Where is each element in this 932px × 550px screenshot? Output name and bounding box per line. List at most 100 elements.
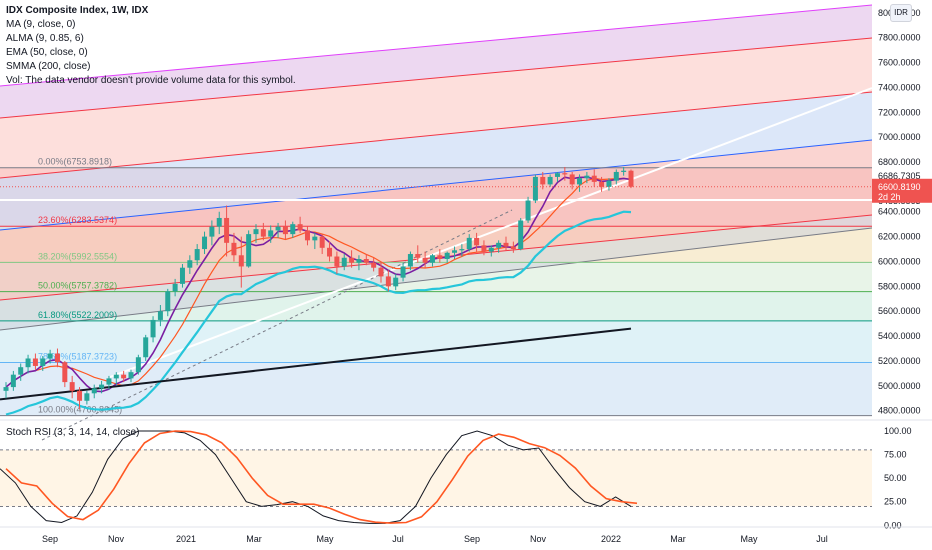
candle-body	[106, 378, 112, 385]
candle-body	[510, 246, 516, 250]
candle-body	[84, 393, 90, 401]
time-tick: May	[316, 534, 334, 544]
candle-body	[437, 255, 443, 260]
price-tick: 7200.0000	[878, 107, 921, 117]
time-tick: Nov	[530, 534, 547, 544]
currency-badge[interactable]: IDR	[890, 4, 912, 22]
time-tick: Mar	[670, 534, 686, 544]
fan-line	[0, 37, 873, 119]
candle-body	[496, 242, 502, 248]
main-legend: IDX Composite Index, 1W, IDX MA (9, clos…	[6, 4, 296, 88]
legend-ema[interactable]: EMA (50, close, 0)	[6, 47, 88, 58]
candle-body	[260, 229, 266, 237]
fib-label: 100.00%(4760.8645)	[38, 405, 122, 415]
candle-body	[312, 236, 318, 241]
candle-body	[525, 200, 531, 221]
time-tick: Nov	[108, 534, 125, 544]
candle-body	[268, 230, 274, 237]
candle-body	[341, 257, 347, 267]
time-tick: Sep	[42, 534, 58, 544]
candle-body	[231, 242, 237, 256]
candle-body	[444, 252, 450, 260]
candle-body	[422, 257, 428, 263]
price-tick: 6800.0000	[878, 157, 921, 167]
candle-body	[187, 260, 193, 268]
candle-body	[503, 242, 509, 247]
white-trendline	[109, 87, 873, 378]
candle-body	[393, 277, 399, 287]
price-tick: 7600.0000	[878, 58, 921, 68]
legend-ma[interactable]: MA (9, close, 0)	[6, 19, 76, 30]
stoch-band	[0, 449, 872, 507]
candle-body	[378, 267, 384, 277]
price-tick: 5400.0000	[878, 331, 921, 341]
candle-body	[459, 249, 465, 251]
candle-body	[407, 254, 413, 267]
candle-body	[172, 283, 178, 292]
time-tick: 2022	[601, 534, 621, 544]
candle-body	[319, 236, 325, 248]
time-tick: Sep	[464, 534, 480, 544]
countdown: 2d 2h	[878, 192, 901, 202]
candle-body	[157, 311, 163, 320]
price-axis-bg	[872, 0, 932, 550]
price-tick: 5000.0000	[878, 381, 921, 391]
smma-line	[0, 327, 632, 401]
candle-body	[128, 372, 134, 379]
fan-line	[0, 227, 873, 331]
candle-body	[518, 220, 524, 250]
candle-body	[209, 226, 215, 237]
symbol-title[interactable]: IDX Composite Index, 1W, IDX	[6, 5, 149, 16]
candle-body	[194, 249, 200, 261]
fib-label: 0.00%(6753.8918)	[38, 157, 112, 167]
candle-body	[621, 170, 627, 172]
price-tick: 7000.0000	[878, 132, 921, 142]
fan-band	[0, 92, 872, 230]
candle-body	[371, 262, 377, 268]
candle-body	[304, 230, 310, 241]
candle-body	[25, 358, 31, 368]
legend-smma[interactable]: SMMA (200, close)	[6, 61, 91, 72]
fan-band	[0, 38, 872, 178]
candle-body	[562, 173, 568, 175]
time-tick: 2021	[176, 534, 196, 544]
candle-body	[356, 259, 362, 263]
time-tick: Mar	[246, 534, 262, 544]
candle-body	[224, 217, 230, 243]
candle-body	[282, 226, 288, 235]
candle-body	[121, 374, 127, 379]
candle-body	[135, 357, 141, 373]
candle-body	[91, 388, 97, 394]
fan-band	[0, 140, 872, 300]
candle-body	[628, 170, 634, 187]
candle-body	[113, 374, 119, 379]
price-tick: 5800.0000	[878, 281, 921, 291]
price-tick: 7800.0000	[878, 33, 921, 43]
alma-line	[5, 176, 632, 393]
candle-body	[216, 217, 222, 227]
candle-body	[466, 237, 472, 250]
time-tick: May	[740, 534, 758, 544]
candle-body	[334, 256, 340, 267]
stoch-tick: 75.00	[884, 450, 907, 460]
candle-body	[606, 180, 612, 187]
candle-body	[253, 229, 259, 235]
time-axis[interactable]: Sep Nov 2021 Mar May Jul Sep Nov 2022 Mar May Jul	[0, 526, 932, 544]
candle-body	[429, 255, 435, 263]
stoch-rsi-legend[interactable]: Stoch RSI (3, 3, 14, 14, close)	[6, 427, 140, 438]
fib-label: 38.20%(5992.5554)	[38, 251, 117, 261]
fib-retracement-lines: 0.00%(6753.8918) 23.60%(6283.5374) 38.20%(…	[0, 157, 872, 417]
candle-body	[77, 390, 83, 401]
fib-label: 23.60%(6283.5374)	[38, 215, 117, 225]
stoch-k-line	[0, 430, 632, 524]
stoch-d-line	[5, 430, 638, 524]
fib-label: 61.80%(5522.2009)	[38, 310, 117, 320]
fan-line	[0, 214, 873, 301]
legend-alma[interactable]: ALMA (9, 0.85, 6)	[6, 33, 84, 44]
price-tick: 7400.0000	[878, 82, 921, 92]
candle-body	[165, 291, 171, 312]
candle-body	[385, 276, 391, 287]
price-tick: 6400.0000	[878, 207, 921, 217]
candlestick-series	[3, 166, 634, 410]
